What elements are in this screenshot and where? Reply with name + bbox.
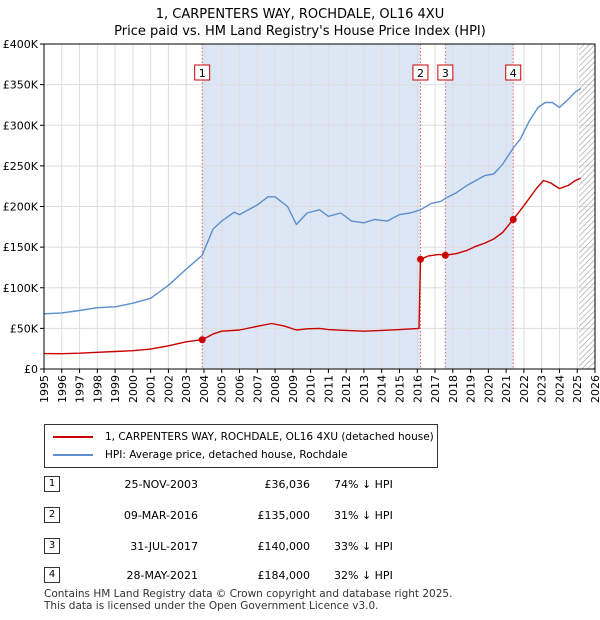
legend-item-property: 1, CARPENTERS WAY, ROCHDALE, OL16 4XU (d… <box>53 429 434 445</box>
sale-number-badge: 3 <box>44 538 60 554</box>
chart-subtitle: Price paid vs. HM Land Registry's House … <box>114 24 486 39</box>
legend-label-property: 1, CARPENTERS WAY, ROCHDALE, OL16 4XU (d… <box>105 431 434 443</box>
x-tick-label: 2012 <box>340 375 353 403</box>
sale-date: 28-MAY-2021 <box>126 569 198 582</box>
x-tick-label: 2013 <box>358 375 371 403</box>
sale-marker-box <box>505 64 522 81</box>
footer-copyright: Contains HM Land Registry data © Crown c… <box>44 588 453 600</box>
sale-price: £36,036 <box>264 478 311 491</box>
y-tick-label: £100K <box>3 282 39 295</box>
x-tick-label: 2020 <box>482 375 495 403</box>
sale-row: 2 09-MAR-2016 £135,000 31% ↓ HPI <box>44 507 564 525</box>
sale-row: 4 28-MAY-2021 £184,000 32% ↓ HPI <box>44 567 564 585</box>
x-tick-label: 1998 <box>91 375 104 403</box>
x-tick-label: 2019 <box>465 375 478 403</box>
sale-hpi-diff: 32% ↓ HPI <box>334 569 393 582</box>
sale-marker-box <box>437 64 454 81</box>
legend-label-hpi: HPI: Average price, detached house, Roch… <box>105 449 348 461</box>
x-tick-label: 2009 <box>287 375 300 403</box>
y-tick-label: £300K <box>3 119 39 132</box>
x-tick-label: 2004 <box>198 375 211 403</box>
x-tick-label: 1996 <box>56 375 69 403</box>
sale-hpi-diff: 31% ↓ HPI <box>334 509 393 522</box>
x-tick-label: 2010 <box>305 375 318 403</box>
x-tick-label: 2022 <box>518 375 531 403</box>
sale-point <box>198 336 206 344</box>
x-tick-label: 2006 <box>234 375 247 403</box>
sale-price: £135,000 <box>257 509 311 522</box>
y-tick-label: £200K <box>3 201 39 214</box>
sale-marker-box <box>194 64 211 81</box>
legend-item-hpi: HPI: Average price, detached house, Roch… <box>53 447 348 463</box>
legend: 1, CARPENTERS WAY, ROCHDALE, OL16 4XU (d… <box>44 424 438 468</box>
footer-licence: This data is licensed under the Open Gov… <box>44 600 379 612</box>
x-tick-label: 1999 <box>109 375 122 403</box>
y-tick-label: £250K <box>3 160 39 173</box>
x-tick-label: 1997 <box>74 375 87 403</box>
sale-number-badge: 4 <box>44 567 60 583</box>
y-tick-label: £150K <box>3 241 39 254</box>
x-tick-label: 2024 <box>553 375 566 403</box>
sale-point <box>509 216 517 223</box>
x-tick-label: 2008 <box>269 375 282 403</box>
x-tick-label: 1995 <box>38 375 51 403</box>
footer: Contains HM Land Registry data © Crown c… <box>44 588 452 612</box>
x-tick-label: 2003 <box>180 375 193 403</box>
sale-date: 09-MAR-2016 <box>123 509 198 522</box>
x-tick-label: 2002 <box>162 375 175 403</box>
sale-row: 3 31-JUL-2017 £140,000 33% ↓ HPI <box>44 538 564 556</box>
sale-date: 31-JUL-2017 <box>130 540 198 553</box>
x-tick-label: 2025 <box>571 375 584 403</box>
x-tick-label: 2023 <box>536 375 549 403</box>
y-tick-label: £50K <box>10 322 39 335</box>
sale-date: 25-NOV-2003 <box>124 478 198 491</box>
forecast-hatch <box>579 44 595 369</box>
y-tick-label: £350K <box>3 79 39 92</box>
sale-marker-label: 2 <box>417 67 424 80</box>
sale-hpi-diff: 33% ↓ HPI <box>334 540 393 553</box>
sale-number-badge: 2 <box>44 507 60 523</box>
chart-title: 1, CARPENTERS WAY, ROCHDALE, OL16 4XU <box>155 7 445 22</box>
x-tick-label: 2014 <box>376 375 389 403</box>
sale-marker-box <box>412 64 429 81</box>
series-line-hpi <box>43 88 582 315</box>
x-tick-label: 2011 <box>322 375 335 403</box>
sale-number-badge: 1 <box>44 476 60 492</box>
x-tick-label: 2018 <box>447 375 460 403</box>
y-tick-label: £0 <box>24 363 38 376</box>
sale-row: 1 25-NOV-2003 £36,036 74% ↓ HPI <box>44 476 564 494</box>
x-tick-label: 2001 <box>145 375 158 403</box>
x-tick-label: 2021 <box>500 375 513 403</box>
price-chart: 1 2 3 4 £0 £50K £100K £150K £200K £250K £300K £350K… <box>3 38 600 403</box>
sale-price: £140,000 <box>257 540 311 553</box>
x-tick-label: 2017 <box>429 375 442 403</box>
legend-swatch-property <box>53 436 93 438</box>
x-tick-label: 2026 <box>589 375 600 403</box>
sale-marker-label: 3 <box>442 67 449 80</box>
sale-point <box>441 251 449 259</box>
sale-point <box>416 255 424 263</box>
sale-price: £184,000 <box>257 569 311 582</box>
sale-marker-label: 4 <box>510 67 517 80</box>
legend-swatch-hpi <box>53 454 93 456</box>
sale-hpi-diff: 74% ↓ HPI <box>334 478 393 491</box>
x-tick-label: 2016 <box>411 375 424 403</box>
x-tick-label: 2000 <box>127 375 140 403</box>
series-line-property <box>43 177 582 355</box>
x-tick-label: 2015 <box>393 375 406 403</box>
x-tick-label: 2007 <box>251 375 264 403</box>
sale-marker-label: 1 <box>199 67 206 80</box>
y-tick-label: £400K <box>3 38 39 51</box>
chart-title-block: 1, CARPENTERS WAY, ROCHDALE, OL16 4XU Pr… <box>0 6 600 40</box>
x-tick-label: 2005 <box>216 375 229 403</box>
